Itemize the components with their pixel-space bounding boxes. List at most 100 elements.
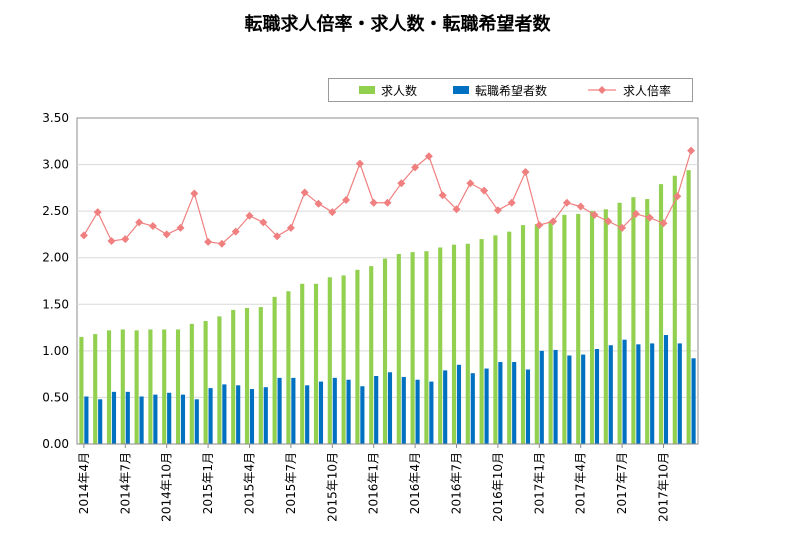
- bar-jobs: [438, 247, 443, 444]
- y-tick-label: 3.00: [42, 158, 69, 172]
- ratio-point: [673, 192, 682, 201]
- bar-applicants: [263, 387, 268, 444]
- bar-applicants: [512, 362, 517, 444]
- bar-applicants: [539, 350, 544, 444]
- bar-jobs: [134, 330, 139, 444]
- bar-applicants: [691, 358, 696, 444]
- bar-applicants: [484, 368, 489, 444]
- bar-applicants: [125, 391, 130, 444]
- bar-applicants: [153, 394, 158, 444]
- legend-label-jobs: 求人数: [381, 84, 418, 98]
- ratio-point: [687, 146, 696, 155]
- ratio-point: [273, 232, 282, 241]
- x-tick-label: 2017年7月: [615, 452, 629, 514]
- bar-applicants: [167, 392, 172, 444]
- legend: 求人数 転職希望者数 求人倍率: [328, 78, 693, 102]
- ratio-point: [659, 219, 668, 228]
- bar-applicants: [360, 386, 365, 444]
- ratio-point: [355, 159, 364, 168]
- bar-applicants: [443, 370, 448, 444]
- bar-jobs: [120, 329, 125, 444]
- bar-jobs: [451, 244, 457, 444]
- y-tick-label: 2.00: [42, 251, 69, 265]
- ratio-point: [148, 222, 157, 231]
- bar-jobs: [106, 330, 112, 444]
- y-tick-label: 3.50: [42, 111, 69, 125]
- ratio-point: [314, 199, 323, 208]
- bar-applicants: [677, 343, 682, 444]
- bar-applicants: [622, 339, 627, 444]
- bar-jobs: [493, 235, 498, 444]
- ratio-point: [93, 208, 102, 217]
- legend-swatch-jobs: [359, 86, 375, 94]
- bar-applicants: [581, 354, 586, 444]
- ratio-point: [300, 188, 309, 197]
- x-tick-label: 2017年10月: [657, 452, 671, 522]
- bar-applicants: [222, 384, 227, 444]
- bar-jobs: [79, 336, 84, 444]
- bar-jobs: [369, 266, 374, 444]
- bar-jobs: [189, 323, 194, 444]
- ratio-point: [286, 223, 295, 232]
- ratio-point: [383, 198, 392, 207]
- ratio-point: [535, 221, 544, 230]
- bar-jobs: [686, 170, 691, 444]
- bar-jobs: [231, 309, 236, 444]
- ratio-point: [438, 191, 447, 200]
- y-tick-label: 0.50: [42, 390, 69, 404]
- plot-area: [76, 117, 699, 445]
- bar-jobs: [300, 283, 305, 444]
- bar-jobs: [562, 214, 567, 444]
- ratio-point: [618, 223, 627, 232]
- bar-jobs: [617, 202, 622, 444]
- legend-swatch-applicants: [453, 86, 469, 94]
- bar-applicants: [663, 335, 669, 444]
- bar-jobs: [244, 308, 250, 444]
- ratio-point: [328, 208, 337, 217]
- x-tick-label: 2015年10月: [325, 452, 339, 522]
- bar-jobs: [576, 213, 581, 444]
- ratio-point: [521, 168, 530, 177]
- bar-applicants: [374, 376, 379, 444]
- bar-jobs: [355, 269, 360, 444]
- bar-applicants: [608, 345, 613, 444]
- y-tick-label: 2.50: [42, 204, 69, 218]
- x-tick-label: 2016年4月: [408, 452, 422, 514]
- bar-applicants: [305, 385, 310, 444]
- bar-jobs: [258, 307, 263, 444]
- y-tick-label: 1.50: [42, 297, 69, 311]
- x-tick-label: 2014年10月: [160, 452, 174, 522]
- bar-applicants: [139, 396, 144, 444]
- x-tick-label: 2015年1月: [201, 452, 215, 514]
- bar-jobs: [396, 253, 401, 444]
- bar-applicants: [636, 344, 641, 444]
- bar-applicants: [318, 381, 324, 444]
- ratio-point: [576, 202, 585, 211]
- bar-applicants: [387, 372, 393, 444]
- bar-applicants: [98, 399, 103, 444]
- bar-jobs: [410, 252, 415, 444]
- ratio-point: [245, 211, 254, 220]
- bar-applicants: [111, 391, 117, 444]
- ratio-point: [217, 239, 226, 248]
- ratio-point: [190, 189, 199, 198]
- ratio-point: [549, 217, 558, 226]
- legend-swatch-ratio-icon: [588, 86, 616, 94]
- x-tick-label: 2016年1月: [367, 452, 381, 514]
- ratio-point: [631, 209, 640, 218]
- bar-jobs: [507, 231, 512, 444]
- bar-applicants: [650, 343, 655, 444]
- ratio-point: [493, 206, 502, 215]
- bar-jobs: [382, 258, 388, 444]
- legend-label-applicants: 転職希望者数: [475, 84, 548, 98]
- bar-jobs: [93, 334, 98, 444]
- y-tick-label: 1.00: [42, 344, 69, 358]
- bar-jobs: [658, 184, 664, 445]
- bar-applicants: [180, 394, 186, 444]
- ratio-point: [342, 195, 351, 204]
- bar-applicants: [470, 373, 475, 444]
- ratio-point: [645, 213, 654, 222]
- bar-applicants: [249, 389, 255, 444]
- ratio-point: [604, 217, 613, 226]
